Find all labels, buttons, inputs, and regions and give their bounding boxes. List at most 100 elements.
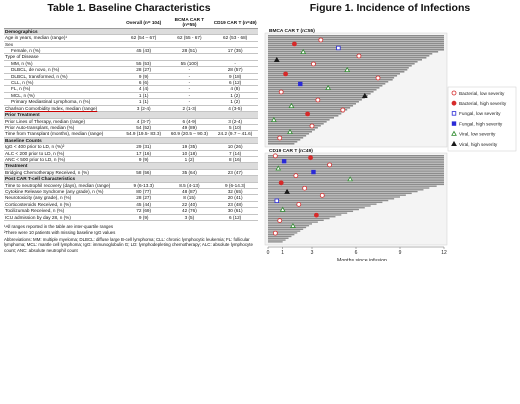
cell-text: 9 (18) [229,73,242,79]
cell-text: Baseline Counts [5,137,42,143]
bmca-patient-bar [268,47,444,49]
overall-value: 45 (43) [120,47,167,55]
cd19-value: 24.2 (9.7 – 41.6) [212,130,258,138]
cell-text: Female, n (%) [11,48,41,54]
overall-value: 54.9 (19.5- 83.3) [120,130,167,138]
row-label: Neurotoxicity (any grade), n (%) [4,194,121,202]
overall-value: 9 (9) [120,214,167,222]
cell-text: 4 (3-5) [228,105,243,111]
cd19-value: 6 (12) [212,79,258,87]
cell-text: DLBCL, de novo, n (%) [11,67,60,73]
cd19-value: 1 (2) [212,92,258,100]
bmca-patient-bar [268,75,398,77]
table-row: DLBCL, de novo, n (%) 28 (27) - 28 (57) [4,66,258,74]
legend-label: Bacterial, low severity [459,91,505,96]
bcma-value [166,41,213,49]
table-row: Prior Auto-transplant, median (%) 54 (52)… [4,124,258,132]
legend-marker [451,100,457,106]
cd19-patient-bar [268,178,444,180]
cd19-patient-bar [268,210,354,213]
cell-text: 20 (41) [227,195,243,201]
overall-value: 3 (2-4) [120,105,167,113]
cd19-infection-point [284,188,290,194]
cd19-value: 20 (41) [212,194,258,202]
cd19-infection-point [281,159,287,164]
cell-text: - [234,60,236,66]
cd19-value: 5 (10) [212,124,258,132]
cell-text: MM, n (%) [11,60,33,66]
bmca-patient-bar [268,79,393,81]
bmca-patient-bar [268,39,444,41]
cell-text: IgG < 400 prior to LD, n (%)² [5,144,65,150]
bmca-patient-bar [268,57,427,59]
bmca-patient-bar [268,123,324,125]
legend-label: Fungal, high severity [459,121,503,126]
bcma-value: 48 (87) [166,188,213,196]
cell-text: FL, n (%) [11,86,31,92]
cd19-patient-bar [268,216,336,218]
row-label: Baseline Counts [4,137,121,145]
row-label: Cytokine Release Syndrome (any grade), n… [4,188,121,196]
table-row: Type of Disease [4,53,258,61]
bmca-patient-bar [268,85,383,87]
overall-value: 58 (56) [120,169,167,177]
bcma-value [166,111,213,119]
row-label: Corticosteroids Received, n (%) [4,201,121,209]
cd19-panel-label: CD19 CAR T (n=49) [269,148,313,154]
legend-marker [451,130,457,136]
cell-text: 23 (48) [227,201,243,207]
cell-text: 4 (3-7) [136,118,151,124]
bmca-patient-bar [268,93,371,95]
bmca-patient-bar [268,135,307,137]
bmca-infection-point [277,135,283,141]
bcma-value: 19 (35) [166,143,213,151]
bcma-value: 6 (4-9) [166,118,213,125]
bcma-value: - [166,79,213,87]
cd19-value [212,53,258,61]
cell-text: 28 (27) [136,195,152,201]
cell-text: 22 (40) [181,201,197,207]
table-row: Baseline Counts [4,137,258,145]
header-cd19: CD19 CAR T (n=49) [212,17,258,29]
row-label: Treatment [4,162,121,170]
bmca-infection-point [298,81,303,87]
cell-text: 42 (76) [181,208,197,214]
legend-label: Viral, low severity [459,132,496,137]
cell-text: Prior Auto-transplant, median (%) [5,124,75,130]
bcma-value: 8 (15) [166,194,213,202]
cd19-patient-bar [268,171,444,173]
overall-value: 80 (77) [120,188,167,196]
table-body: Demographics Age in years, median (range)… [4,28,258,222]
cell-text: ICU admission by day 28, n (%) [5,214,71,220]
cell-text: 3 (2-4) [228,118,243,124]
legend-box [447,86,517,152]
cd19-infection-point [278,180,284,186]
figure-title: Figure 1. Incidence of Infections [309,2,471,14]
table-row: Female, n (%) 45 (43) 28 (51) 17 (35) [4,47,258,55]
bmca-infection-point [309,123,315,129]
cell-text: Neurotoxicity (any grade), n (%) [5,195,72,201]
cell-text: 62 (55 - 67) [177,35,202,41]
bmca-patient-bar [268,41,444,43]
table-footnotes: ¹All ranges reported in the table are in… [4,224,258,235]
bmca-patient-bar [268,91,374,93]
table-row: Prior Treatment [4,111,258,119]
bmca-patient-bar [268,37,444,39]
cd19-infection-point [314,212,319,218]
bmca-patient-bar [268,63,415,65]
bcma-value [166,137,213,145]
cd19-infection-point [277,218,283,223]
cell-text: Charlson Comorbidity Index, median (rang… [5,105,98,111]
cell-text: 1 (1) [138,99,149,105]
bmca-patient-bar [268,115,339,117]
cell-text: - [188,73,191,79]
cd19-value [212,137,258,145]
cd19-patient-bar [268,190,418,193]
cd19-patient-bar [268,187,430,189]
cell-text: 58 (56) [136,169,152,175]
cd19-patient-bar [268,212,348,214]
cd19-value: 23 (47) [212,169,258,177]
bmca-infection-point [288,102,295,108]
cell-text: 9 (6-14.3) [224,182,246,188]
cell-text: 80 (77) [136,188,152,194]
